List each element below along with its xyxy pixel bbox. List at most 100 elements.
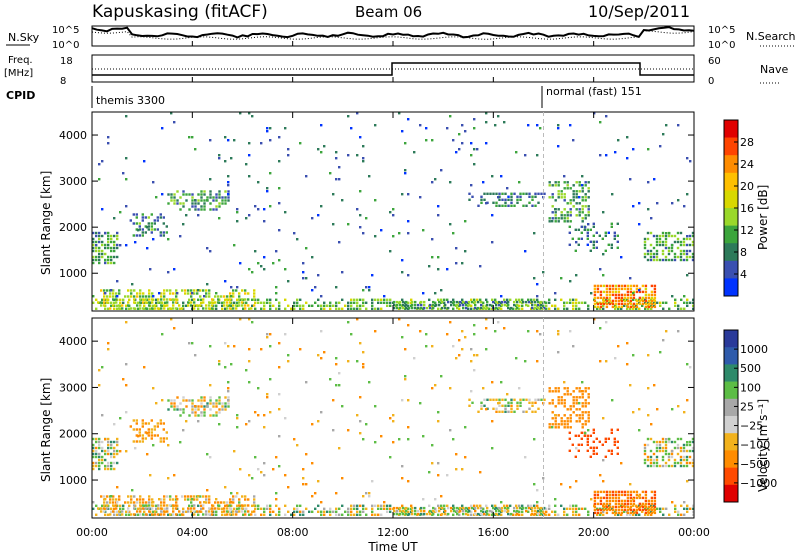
power-cell: [137, 307, 140, 310]
velocity-cell: [224, 342, 227, 345]
power-cell: [359, 226, 362, 229]
power-cell: [608, 293, 612, 297]
velocity-cell: [554, 510, 557, 513]
velocity-cell: [187, 498, 190, 501]
velocity-cell: [329, 513, 332, 516]
power-cell: [152, 181, 155, 184]
power-cell: [471, 300, 474, 304]
power-cell: [260, 142, 263, 145]
power-cell: [519, 198, 522, 201]
power-cell: [389, 304, 392, 307]
power-cell: [551, 211, 554, 214]
power-cell: [407, 301, 410, 304]
power-cell: [536, 154, 539, 157]
power-cell: [232, 307, 235, 310]
power-cell: [470, 184, 473, 187]
power-cell: [513, 192, 516, 195]
power-cell: [112, 292, 115, 295]
velocity-cell: [676, 452, 680, 456]
power-cell: [464, 250, 467, 253]
power-cell: [656, 301, 659, 304]
power-cell: [257, 262, 260, 265]
power-cell: [212, 199, 215, 202]
velocity-cell: [668, 513, 671, 516]
power-cell: [133, 289, 136, 292]
velocity-cell: [392, 441, 395, 444]
power-cell: [374, 307, 377, 310]
power-cell: [338, 178, 341, 181]
velocity-cell: [232, 498, 235, 501]
power-cell: [269, 127, 272, 130]
power-cell: [557, 307, 560, 310]
power-cell: [548, 307, 551, 310]
power-cell: [200, 193, 203, 196]
velocity-cell: [193, 507, 196, 510]
velocity-cell: [528, 401, 531, 404]
power-cell: [179, 202, 182, 205]
power-cell: [159, 216, 162, 219]
power-cell: [404, 142, 407, 145]
power-cell: [414, 306, 417, 310]
velocity-cell: [132, 440, 135, 443]
power-cell: [492, 201, 495, 204]
colorbar-tick-label: 4: [740, 268, 747, 281]
power-cell: [187, 292, 190, 295]
velocity-cell: [103, 501, 106, 504]
velocity-cell: [503, 504, 506, 507]
velocity-cell: [215, 411, 218, 414]
velocity-cell: [590, 498, 593, 501]
power-cell: [510, 306, 513, 310]
velocity-cell: [350, 510, 353, 513]
power-cell: [540, 306, 543, 310]
velocity-cell: [671, 501, 674, 504]
power-cell: [623, 296, 627, 300]
power-cell: [593, 299, 597, 303]
velocity-cell: [278, 408, 281, 411]
power-cell: [557, 217, 560, 220]
velocity-cell: [455, 453, 458, 456]
velocity-cell: [122, 507, 125, 510]
power-cell: [95, 240, 98, 244]
velocity-cell: [557, 513, 560, 516]
velocity-cell: [581, 414, 584, 417]
power-cell: [266, 190, 269, 193]
y-tick-label: 4000: [59, 335, 87, 348]
power-cell: [133, 298, 136, 301]
power-cell: [537, 303, 540, 307]
velocity-cell: [116, 443, 119, 447]
velocity-cell: [200, 414, 203, 417]
power-cell: [401, 298, 404, 301]
power-cell: [317, 148, 320, 151]
velocity-cell: [652, 464, 656, 468]
velocity-cell: [365, 507, 368, 510]
velocity-cell: [522, 410, 525, 413]
velocity-cell: [441, 506, 444, 510]
power-cell: [127, 301, 130, 304]
velocity-cell: [95, 464, 98, 468]
power-cell: [338, 166, 341, 169]
power-cell: [626, 157, 629, 160]
velocity-cell: [644, 499, 648, 503]
power-cell: [504, 198, 507, 201]
power-cell: [557, 127, 560, 130]
velocity-cell: [468, 506, 471, 510]
power-cell: [610, 243, 613, 246]
velocity-cell: [223, 501, 226, 504]
velocity-cell: [116, 486, 119, 489]
power-cell: [163, 295, 166, 298]
velocity-cell: [604, 455, 607, 458]
velocity-cell: [431, 345, 434, 348]
x-tick-label: 00:00: [678, 526, 710, 539]
power-cell: [392, 208, 395, 211]
velocity-cell: [429, 509, 432, 513]
velocity-cell: [685, 449, 689, 453]
power-cell: [302, 262, 305, 265]
power-cell: [632, 296, 636, 300]
time-xlabel: Time UT: [367, 540, 418, 554]
power-cell: [692, 304, 695, 307]
power-cell: [368, 175, 371, 178]
velocity-cell: [103, 504, 106, 507]
power-cell: [495, 300, 498, 304]
power-cell: [212, 196, 215, 199]
power-cell: [543, 192, 546, 195]
